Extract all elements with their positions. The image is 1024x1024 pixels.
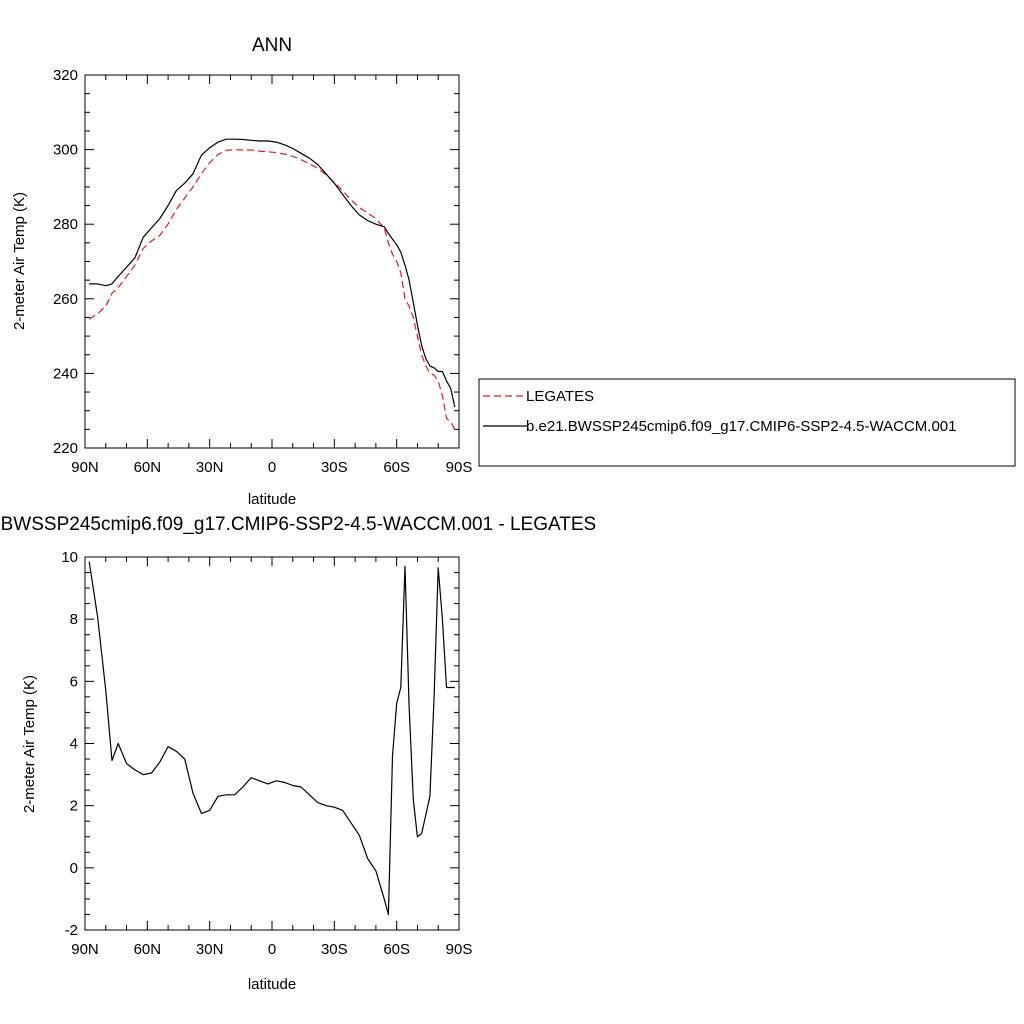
chart-title-annual: ANN	[252, 35, 292, 56]
y-tick-label: -2	[65, 922, 78, 939]
x-tick-label: 90S	[446, 459, 473, 476]
y-tick-label: 300	[53, 142, 78, 159]
x-tick-label: 0	[268, 459, 276, 476]
y-tick-label: 6	[70, 673, 78, 690]
series-lines-difference	[88, 561, 455, 916]
series-lines-annual	[88, 138, 456, 430]
y-tick-label: 2	[70, 798, 78, 815]
x-tick-label: 90S	[446, 941, 473, 958]
x-tick-label: 60S	[383, 941, 410, 958]
y-tick-label: 220	[53, 440, 78, 457]
axis-ticks-annual: 90N 60N 30N 0 30S 60S 90S 220 240 260 280 300 320	[53, 67, 472, 476]
legend-box	[478, 378, 1016, 467]
x-tick-label: 60N	[134, 459, 162, 476]
y-tick-label: 320	[53, 67, 78, 84]
series-line-1	[89, 138, 456, 408]
legend-label-legates: LEGATES	[526, 388, 594, 405]
series-line-0	[88, 149, 456, 430]
chart-title-difference: b.e21.BWSSP245cmip6.f09_g17.CMIP6-SSP2-4…	[0, 514, 596, 535]
x-tick-label: 60N	[134, 941, 162, 958]
y-tick-label: 10	[61, 549, 78, 566]
axis-ticks-difference: 90N 60N 30N 0 30S 60S 90S -2 0 2 4 6 8 10	[61, 549, 472, 958]
y-tick-label: 4	[70, 736, 78, 753]
x-axis-label-annual: latitude	[248, 491, 296, 508]
x-tick-label: 60S	[383, 459, 410, 476]
y-tick-label: 8	[70, 611, 78, 628]
series-line-0	[88, 561, 455, 916]
x-tick-label: 30N	[196, 941, 224, 958]
x-tick-label: 90N	[71, 459, 99, 476]
plot-frame-annual	[84, 74, 460, 449]
legend: LEGATES b.e21.BWSSP245cmip6.f09_g17.CMIP…	[478, 378, 1016, 467]
legend-label-model: b.e21.BWSSP245cmip6.f09_g17.CMIP6-SSP2-4…	[526, 418, 956, 435]
y-axis-label-difference: 2-meter Air Temp (K)	[21, 675, 38, 813]
y-tick-label: 0	[70, 860, 78, 877]
x-tick-label: 0	[268, 941, 276, 958]
x-tick-label: 30N	[196, 459, 224, 476]
y-tick-label: 260	[53, 291, 78, 308]
plot-frame-difference	[84, 556, 460, 931]
y-tick-label: 240	[53, 365, 78, 382]
chart-panel-annual: ANN latitude 2-meter Air Temp (K) 90N 60N…	[11, 35, 1016, 508]
x-tick-label: 30S	[321, 459, 348, 476]
chart-panel-difference: b.e21.BWSSP245cmip6.f09_g17.CMIP6-SSP2-4…	[0, 514, 596, 993]
x-tick-label: 90N	[71, 941, 99, 958]
y-tick-label: 280	[53, 216, 78, 233]
y-axis-label-annual: 2-meter Air Temp (K)	[11, 192, 28, 330]
x-axis-label-difference: latitude	[248, 976, 296, 993]
x-tick-label: 30S	[321, 941, 348, 958]
